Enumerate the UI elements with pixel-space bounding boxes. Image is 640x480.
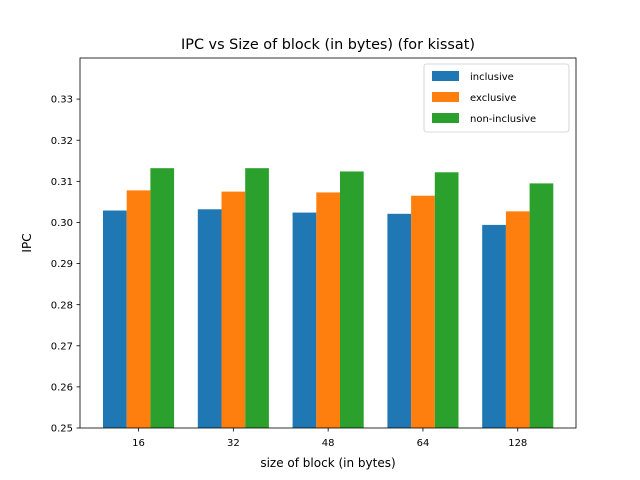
x-tick-label: 16 (132, 438, 145, 449)
bar-group (103, 168, 554, 428)
legend-swatch-non-inclusive (432, 113, 459, 123)
legend: inclusive exclusive non-inclusive (423, 63, 570, 133)
x-axis-label: size of block (in bytes) (260, 456, 395, 470)
y-tick-label: 0.31 (51, 177, 73, 188)
y-tick-label: 0.29 (51, 259, 73, 270)
legend-swatch-inclusive (432, 71, 459, 81)
x-tick-label: 32 (227, 438, 240, 449)
x-tick-label: 64 (417, 438, 430, 449)
y-tick-label: 0.25 (51, 424, 73, 435)
bar-exclusive-128 (505, 211, 530, 428)
bar-inclusive-64 (387, 213, 412, 428)
bar-non-inclusive-48 (340, 171, 364, 428)
y-axis-label: IPC (20, 233, 34, 252)
plot-frame (79, 57, 577, 429)
y-tick-label: 0.32 (51, 136, 73, 147)
x-tick-label: 48 (322, 438, 335, 449)
bar-exclusive-48 (316, 192, 340, 428)
legend-label-non-inclusive: non-inclusive (470, 114, 536, 125)
bar-inclusive-32 (197, 209, 222, 428)
bar-inclusive-128 (482, 224, 506, 428)
legend-swatch-exclusive (432, 92, 459, 102)
bar-inclusive-48 (292, 212, 317, 428)
bar-non-inclusive-32 (245, 168, 269, 428)
bar-exclusive-64 (411, 195, 435, 428)
legend-label-inclusive: inclusive (470, 72, 514, 83)
legend-box (423, 63, 570, 133)
bar-exclusive-32 (221, 191, 246, 428)
y-tick-label: 0.30 (51, 218, 73, 229)
bar-non-inclusive-128 (529, 183, 554, 428)
chart-title: IPC vs Size of block (in bytes) (for kis… (181, 37, 475, 53)
y-tick-label: 0.26 (51, 382, 73, 393)
y-axis-ticks: 0.25 0.26 0.27 0.28 0.29 0.30 0.31 0.32 0.33 (51, 95, 80, 435)
bar-non-inclusive-64 (434, 172, 459, 428)
y-tick-label: 0.33 (51, 95, 73, 106)
bar-non-inclusive-16 (150, 168, 175, 428)
bar-inclusive-16 (103, 210, 127, 428)
y-tick-label: 0.28 (51, 300, 73, 311)
x-tick-label: 128 (508, 438, 527, 449)
bar-exclusive-16 (126, 190, 151, 428)
x-axis-ticks: 16 32 48 64 128 (132, 428, 527, 449)
y-tick-label: 0.27 (51, 341, 73, 352)
legend-label-exclusive: exclusive (470, 93, 516, 104)
